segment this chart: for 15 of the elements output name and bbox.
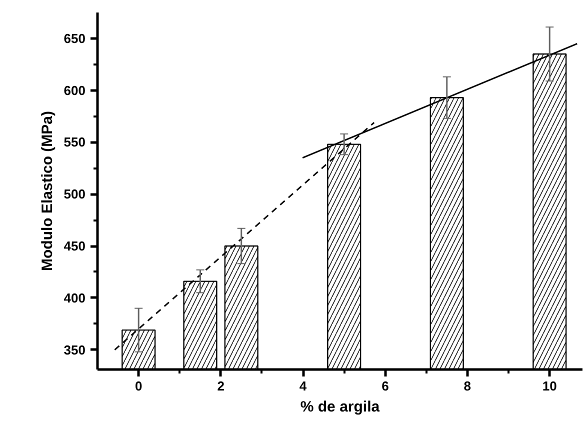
y-tick-label: 450 (64, 238, 86, 254)
y-tick-label: 550 (64, 134, 86, 150)
y-tick-label: 500 (64, 186, 86, 202)
x-axis-title: % de argila (300, 398, 380, 416)
x-tick-label: 2 (217, 378, 224, 394)
y-axis-title: Modulo Elastico (MPa) (38, 110, 56, 271)
x-tick-label: 4 (299, 378, 308, 394)
x-tick-label: 6 (382, 378, 389, 394)
x-tick-label: 8 (464, 378, 472, 394)
x-tick-label: 0 (134, 378, 142, 394)
y-tick-label: 400 (64, 290, 86, 306)
y-tick-label: 600 (64, 82, 86, 98)
x-tick-label: 10 (542, 378, 557, 394)
y-tick-label: 350 (64, 342, 86, 358)
y-tick-label: 650 (64, 30, 86, 46)
